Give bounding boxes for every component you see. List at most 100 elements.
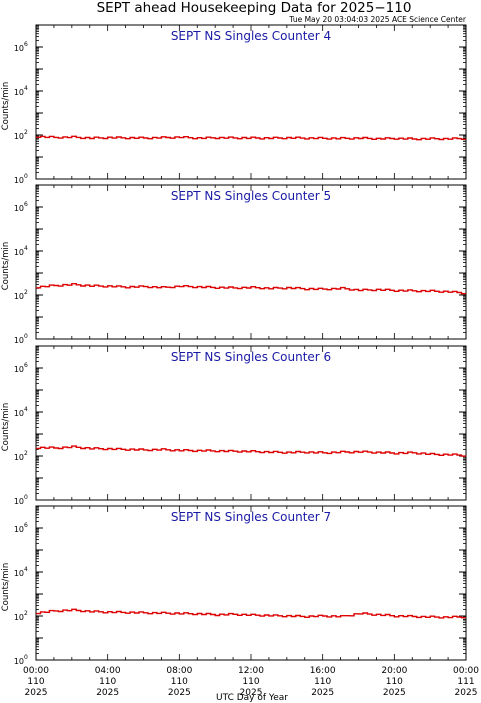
y-tick-base: 10 <box>14 336 24 345</box>
y-tick-label: 10 2 <box>14 289 28 301</box>
y-tick-base: 10 <box>14 292 24 301</box>
y-tick-label: 10 4 <box>14 245 28 257</box>
x-tick-year: 2025 <box>96 688 119 698</box>
y-tick-label: 10 2 <box>14 129 28 141</box>
y-tick-label: 10 6 <box>14 201 28 213</box>
y-tick-label: 10 0 <box>14 494 28 506</box>
data-series-line <box>36 608 466 619</box>
y-tick-exponent: 6 <box>24 522 28 529</box>
figure-title: SEPT ahead Housekeeping Data for 2025−11… <box>97 0 412 16</box>
y-tick-base: 10 <box>14 132 24 141</box>
y-tick-exponent: 4 <box>24 85 28 92</box>
y-tick-exponent: 6 <box>24 362 28 369</box>
x-tick-time: 04:00 <box>95 666 121 676</box>
y-tick-label: 10 6 <box>14 41 28 53</box>
y-tick-label: 10 0 <box>14 654 28 666</box>
x-tick-doy: 110 <box>171 677 188 687</box>
x-tick-year: 2025 <box>383 688 406 698</box>
y-tick-label: 10 0 <box>14 173 28 185</box>
y-axis-label: Counts/min <box>1 82 11 131</box>
timestamp-label: Tue May 20 03:04:03 2025 ACE Science Cen… <box>288 15 467 24</box>
y-tick-exponent: 2 <box>24 450 28 457</box>
panel-title: SEPT NS Singles Counter 6 <box>171 350 331 364</box>
y-tick-exponent: 6 <box>24 201 28 208</box>
y-axis-label: Counts/min <box>1 403 11 452</box>
y-tick-base: 10 <box>14 657 24 666</box>
y-tick-exponent: 4 <box>24 245 28 252</box>
y-tick-label: 10 4 <box>14 406 28 418</box>
y-tick-exponent: 2 <box>24 289 28 296</box>
x-tick-doy: 110 <box>242 677 259 687</box>
x-tick-doy: 110 <box>386 677 403 687</box>
x-axis-label: UTC Day of Year <box>216 693 288 703</box>
y-tick-base: 10 <box>14 497 24 506</box>
y-tick-base: 10 <box>14 176 24 185</box>
y-tick-base: 10 <box>14 88 24 97</box>
x-tick-time: 08:00 <box>166 666 192 676</box>
y-tick-exponent: 4 <box>24 406 28 413</box>
x-tick-time: 12:00 <box>238 666 264 676</box>
y-tick-label: 10 2 <box>14 610 28 622</box>
y-tick-label: 10 0 <box>14 333 28 345</box>
x-tick-time: 00:00 <box>23 666 49 676</box>
panel-frame <box>35 505 467 661</box>
data-series-line <box>36 283 466 295</box>
panel-title: SEPT NS Singles Counter 5 <box>171 189 331 203</box>
panel-frame <box>35 345 467 501</box>
panel-frame <box>35 184 467 340</box>
x-tick-year: 2025 <box>455 688 478 698</box>
x-tick-time: 20:00 <box>381 666 407 676</box>
panel-title: SEPT NS Singles Counter 7 <box>171 510 331 524</box>
y-tick-exponent: 2 <box>24 610 28 617</box>
y-tick-label: 10 6 <box>14 362 28 374</box>
data-series-line <box>36 445 466 457</box>
y-axis-label: Counts/min <box>1 242 11 291</box>
x-axis: 00:00110202504:00110202508:00110202512:0… <box>23 666 479 698</box>
y-axis-label: Counts/min <box>1 563 11 612</box>
x-tick-doy: 110 <box>99 677 116 687</box>
y-tick-exponent: 0 <box>24 654 28 661</box>
y-tick-label: 10 4 <box>14 566 28 578</box>
x-tick-time: 00:00 <box>453 666 479 676</box>
y-tick-base: 10 <box>14 525 24 534</box>
y-tick-base: 10 <box>14 44 24 53</box>
y-tick-base: 10 <box>14 453 24 462</box>
y-tick-exponent: 6 <box>24 41 28 48</box>
y-tick-base: 10 <box>14 204 24 213</box>
y-tick-base: 10 <box>14 365 24 374</box>
x-tick-time: 16:00 <box>310 666 336 676</box>
x-tick-year: 2025 <box>311 688 334 698</box>
x-tick-year: 2025 <box>25 688 48 698</box>
y-tick-label: 10 6 <box>14 522 28 534</box>
y-tick-label: 10 4 <box>14 85 28 97</box>
y-tick-base: 10 <box>14 613 24 622</box>
x-tick-year: 2025 <box>168 688 191 698</box>
x-tick-doy: 111 <box>457 677 474 687</box>
data-series-line <box>36 135 466 141</box>
panel-title: SEPT NS Singles Counter 4 <box>171 29 331 43</box>
y-tick-exponent: 0 <box>24 333 28 340</box>
y-tick-base: 10 <box>14 248 24 257</box>
x-tick-doy: 110 <box>314 677 331 687</box>
x-tick-year: 2025 <box>240 688 263 698</box>
x-tick-doy: 110 <box>27 677 44 687</box>
y-tick-label: 10 2 <box>14 450 28 462</box>
y-tick-exponent: 0 <box>24 173 28 180</box>
y-tick-exponent: 2 <box>24 129 28 136</box>
y-tick-base: 10 <box>14 409 24 418</box>
y-tick-exponent: 4 <box>24 566 28 573</box>
y-tick-exponent: 0 <box>24 494 28 501</box>
